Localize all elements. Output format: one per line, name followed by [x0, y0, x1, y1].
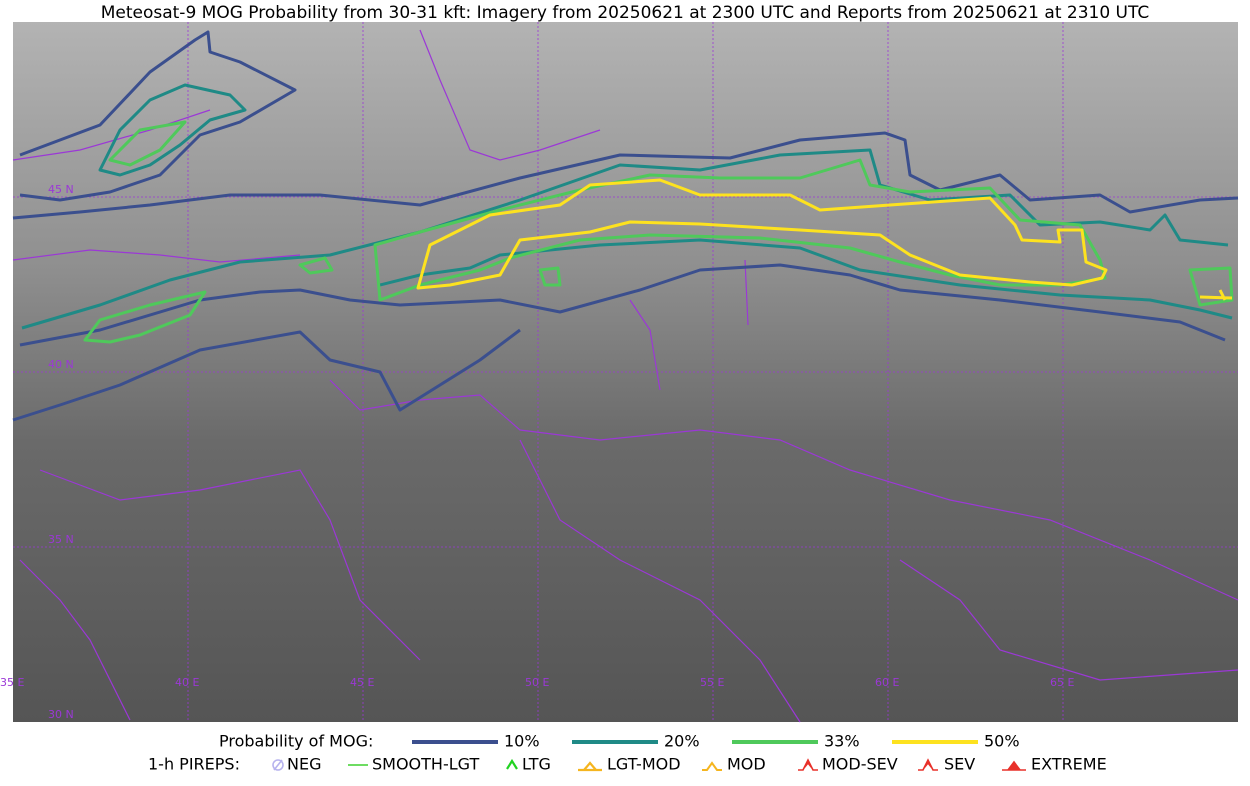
pirep-icon	[273, 759, 283, 771]
legend-label: 10%	[504, 732, 540, 751]
pirep-icon	[798, 758, 818, 771]
lon-label: 55 E	[700, 676, 724, 689]
lon-label: 50 E	[525, 676, 549, 689]
legend-label: SEV	[944, 755, 975, 774]
pirep-icon	[918, 758, 938, 771]
map: 45 N 40 N 35 N 30 N 35 E 40 E 45 E 50 E …	[0, 22, 1239, 723]
lon-label: 60 E	[875, 676, 899, 689]
legend-label: NEG	[287, 755, 321, 774]
legend-label: LTG	[522, 755, 551, 774]
legend-label: 33%	[824, 732, 860, 751]
legend-label: LGT-MOD	[607, 755, 681, 774]
legend-title: Probability of MOG:	[219, 732, 373, 751]
lon-label: 35 E	[0, 676, 24, 689]
pirep-icon	[506, 758, 518, 770]
legend-label: MOD	[727, 755, 766, 774]
lat-label: 30 N	[48, 708, 74, 721]
lon-label: 45 E	[350, 676, 374, 689]
pirep-icon	[702, 761, 722, 771]
legend-label: MOD-SEV	[822, 755, 898, 774]
legend-label: 50%	[984, 732, 1020, 751]
lon-label: 65 E	[1050, 676, 1074, 689]
title: Meteosat-9 MOG Probability from 30-31 kf…	[101, 3, 1150, 23]
lat-label: 35 N	[48, 533, 74, 546]
legend-label: 20%	[664, 732, 700, 751]
legend-label: SMOOTH-LGT	[372, 755, 479, 774]
lat-label: 45 N	[48, 183, 74, 196]
legend-title: 1-h PIREPS:	[148, 755, 240, 774]
legend-label: EXTREME	[1031, 755, 1107, 774]
lon-label: 40 E	[175, 676, 199, 689]
pirep-icon	[1002, 760, 1026, 771]
pirep-icon	[578, 761, 602, 772]
contours	[12, 30, 1239, 422]
lat-label: 40 N	[48, 358, 74, 371]
pirep-icon	[272, 759, 284, 771]
